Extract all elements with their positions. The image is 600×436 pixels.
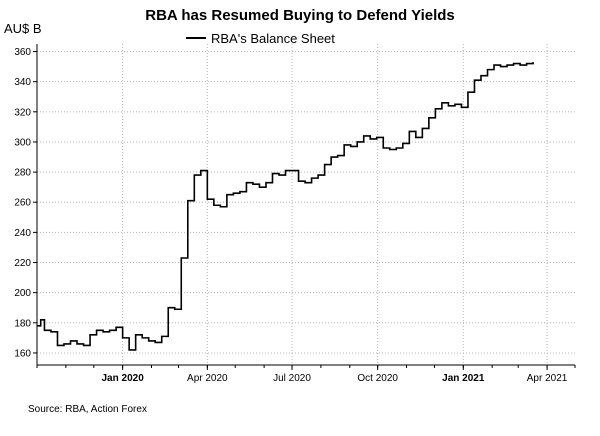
series-line-balance-sheet xyxy=(37,62,534,351)
y-tick-label-240: 240 xyxy=(14,228,31,239)
y-unit-label: AU$ B xyxy=(4,21,42,36)
x-tick-label-5: Apr 2021 xyxy=(527,373,568,384)
legend-label-balance-sheet: RBA's Balance Sheet xyxy=(211,31,335,46)
y-tick-label-360: 360 xyxy=(14,47,31,58)
y-tick-label-340: 340 xyxy=(14,77,31,88)
y-tick-label-180: 180 xyxy=(14,318,31,329)
x-tick-label-3: Oct 2020 xyxy=(357,373,398,384)
y-tick-label-300: 300 xyxy=(14,137,31,148)
y-tick-labels: 160 180 200 220 240 260 280 300 320 340 360 xyxy=(14,47,31,359)
grid xyxy=(37,44,575,365)
x-tick-label-0: Jan 2020 xyxy=(102,373,145,384)
x-tick-labels: Jan 2020 Apr 2020 Jul 2020 Oct 2020 Jan 2021… xyxy=(102,373,568,384)
legend: RBA's Balance Sheet xyxy=(186,31,335,46)
chart-title: RBA has Resumed Buying to Defend Yields xyxy=(145,7,455,24)
source-note: Source: RBA, Action Forex xyxy=(28,404,147,415)
y-tick-label-320: 320 xyxy=(14,107,31,118)
x-tick-label-2: Jul 2020 xyxy=(273,373,311,384)
y-tick-label-280: 280 xyxy=(14,168,31,179)
axes xyxy=(33,44,576,370)
x-tick-label-4: Jan 2021 xyxy=(442,373,485,384)
y-tick-label-220: 220 xyxy=(14,258,31,269)
y-tick-label-160: 160 xyxy=(14,348,31,359)
x-tick-label-1: Apr 2020 xyxy=(187,373,228,384)
series-group xyxy=(37,62,534,351)
y-tick-label-260: 260 xyxy=(14,198,31,209)
y-tick-label-200: 200 xyxy=(14,288,31,299)
